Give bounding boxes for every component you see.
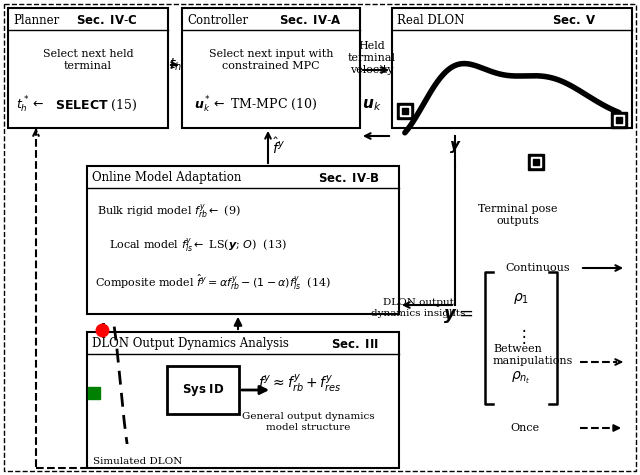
- Text: $\mathbf{Sec.\ IV\text{-}C}$: $\mathbf{Sec.\ IV\text{-}C}$: [76, 13, 138, 27]
- Text: $\mathbf{Sec.\ IV\text{-}A}$: $\mathbf{Sec.\ IV\text{-}A}$: [279, 13, 342, 27]
- Text: Local model $f_{ls}^y \leftarrow$ LS($\boldsymbol{y}$; $O$)  (13): Local model $f_{ls}^y \leftarrow$ LS($\b…: [109, 237, 287, 255]
- Text: Terminal pose
outputs: Terminal pose outputs: [478, 204, 557, 226]
- Text: $\vdots$: $\vdots$: [515, 327, 527, 346]
- Text: $\hat{f}^y$: $\hat{f}^y$: [271, 137, 284, 157]
- Text: $t_h$: $t_h$: [168, 57, 182, 73]
- Text: $\mathbf{Sec.\ III}$: $\mathbf{Sec.\ III}$: [332, 338, 380, 351]
- Text: Bulk rigid model $f_{rb}^y \leftarrow$ (9): Bulk rigid model $f_{rb}^y \leftarrow$ (…: [97, 203, 241, 221]
- Text: $\boldsymbol{u}_k$: $\boldsymbol{u}_k$: [362, 97, 381, 113]
- Text: DLON Output Dynamics Analysis: DLON Output Dynamics Analysis: [92, 338, 289, 351]
- Text: $\mathbf{SELECT}$ (15): $\mathbf{SELECT}$ (15): [55, 97, 138, 113]
- Text: Planner: Planner: [13, 13, 60, 27]
- Text: $\boldsymbol{y} =$: $\boldsymbol{y} =$: [443, 307, 473, 325]
- Bar: [8, 8, 168, 128]
- Text: Continuous: Continuous: [505, 263, 570, 273]
- Text: Once: Once: [510, 423, 539, 433]
- Text: Between
manipulations: Between manipulations: [493, 344, 573, 366]
- Text: $\mathbf{Sys\ ID}$: $\mathbf{Sys\ ID}$: [182, 382, 224, 398]
- Text: $\mathbf{Sec.\ IV\text{-}B}$: $\mathbf{Sec.\ IV\text{-}B}$: [318, 171, 380, 184]
- Text: Composite model $\hat{f}^y = \alpha f_{rb}^y - (1-\alpha)f_{ls}^y$  (14): Composite model $\hat{f}^y = \alpha f_{r…: [95, 272, 331, 292]
- Bar: [392, 8, 632, 128]
- Text: General output dynamics
model structure: General output dynamics model structure: [242, 412, 374, 432]
- Bar: [167, 366, 239, 414]
- Text: $\rho_1$: $\rho_1$: [513, 291, 529, 305]
- Text: $\boldsymbol{y}$: $\boldsymbol{y}$: [449, 139, 461, 155]
- Text: Held
terminal
velocity: Held terminal velocity: [348, 41, 396, 75]
- Text: DLON output
dynamics insights: DLON output dynamics insights: [371, 298, 465, 318]
- Text: Real DLON: Real DLON: [397, 13, 465, 27]
- Bar: [182, 8, 360, 128]
- Text: Online Model Adaptation: Online Model Adaptation: [92, 171, 241, 184]
- Bar: [87, 166, 399, 314]
- Text: Controller: Controller: [187, 13, 248, 27]
- Text: $f^y \approx f_{rb}^y + f_{res}^y$: $f^y \approx f_{rb}^y + f_{res}^y$: [259, 372, 342, 394]
- Bar: [87, 332, 399, 468]
- Text: Simulated DLON: Simulated DLON: [93, 456, 182, 466]
- Text: Select next held
terminal: Select next held terminal: [43, 49, 133, 71]
- Text: $t_h^* \leftarrow$: $t_h^* \leftarrow$: [16, 95, 44, 115]
- Text: $\rho_{n_t}$: $\rho_{n_t}$: [511, 370, 531, 386]
- Text: $\boldsymbol{u}_k^* \leftarrow$ TM-MPC (10): $\boldsymbol{u}_k^* \leftarrow$ TM-MPC (…: [194, 95, 317, 115]
- Text: Select next input with
constrained MPC: Select next input with constrained MPC: [209, 49, 333, 71]
- Text: $\mathbf{Sec.\ V}$: $\mathbf{Sec.\ V}$: [552, 13, 597, 27]
